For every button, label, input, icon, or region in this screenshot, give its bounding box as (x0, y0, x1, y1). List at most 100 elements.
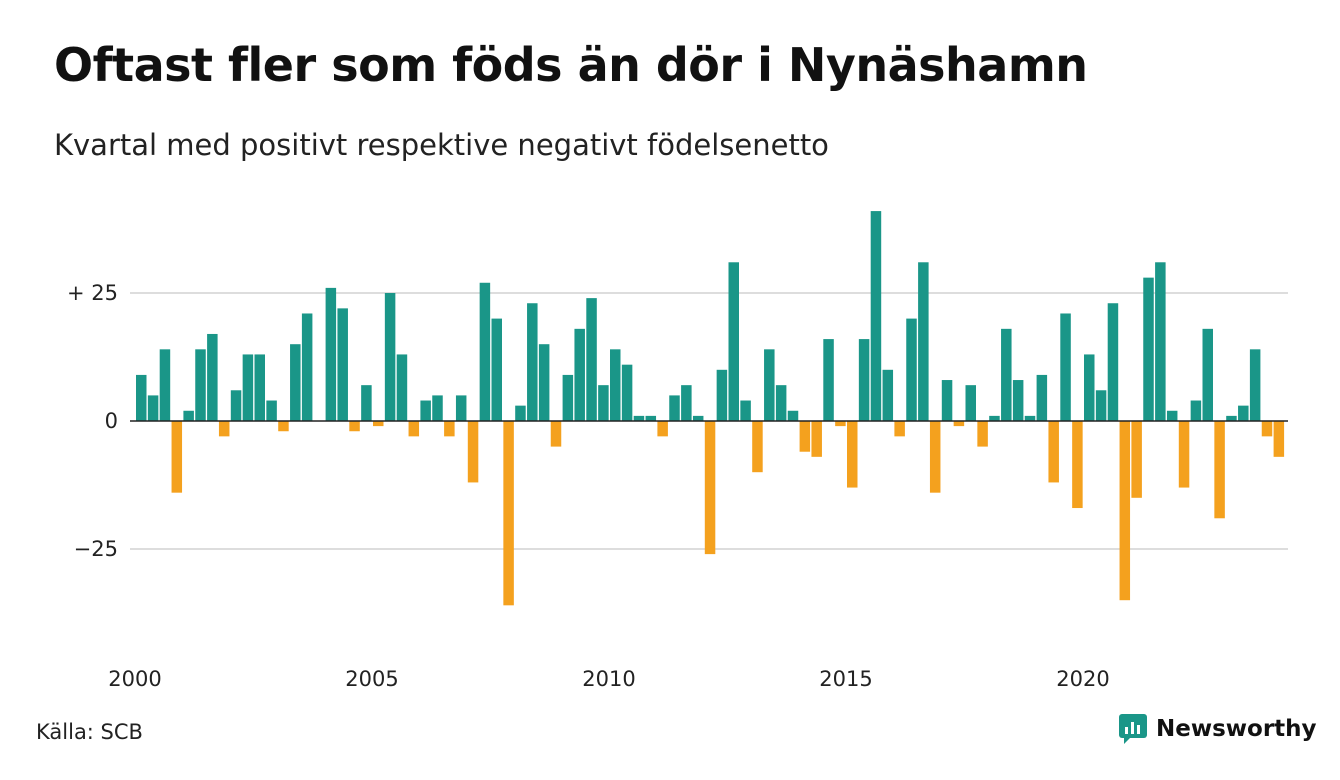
bar-negative (171, 421, 183, 493)
bar-positive (1143, 277, 1154, 421)
bar-negative (408, 421, 420, 437)
bar-positive (361, 385, 372, 421)
bar-positive (479, 282, 491, 421)
bar-positive (669, 395, 680, 421)
bar-positive (1249, 349, 1261, 421)
bar-positive (159, 349, 171, 421)
bar-positive (941, 380, 953, 421)
bar-positive (823, 339, 834, 421)
y-tick-label: 0 (105, 409, 118, 433)
bar-positive (858, 339, 870, 421)
bar-positive (384, 293, 396, 421)
bar-negative (550, 421, 562, 447)
x-tick-label: 2015 (819, 667, 872, 691)
bar-positive (325, 287, 337, 421)
bar-negative (799, 421, 811, 452)
bar-positive (515, 405, 526, 421)
bar-positive (195, 349, 206, 421)
bar-positive (989, 415, 1000, 421)
bar-negative (1072, 421, 1083, 509)
bar-positive (1095, 390, 1107, 421)
x-tick-label: 2000 (108, 667, 161, 691)
bar-negative (1131, 421, 1142, 498)
x-tick-label: 2010 (582, 667, 635, 691)
chart-subtitle: Kvartal med positivt respektive negativt… (54, 128, 829, 162)
bar-positive (1226, 415, 1237, 421)
newsworthy-logo-icon (1119, 714, 1147, 744)
bar-positive (586, 298, 597, 421)
bar-positive (136, 374, 147, 421)
bar-positive (538, 344, 550, 421)
bar-negative (278, 421, 289, 432)
bar-negative (977, 421, 988, 447)
bar-positive (183, 410, 194, 421)
bar-positive (1024, 415, 1036, 421)
bars (136, 211, 1285, 606)
bar-positive (491, 318, 502, 421)
bar-negative (847, 421, 858, 488)
bar-positive (1036, 374, 1048, 421)
bar-positive (1166, 410, 1178, 421)
bar-positive (692, 415, 704, 421)
bar-positive (337, 308, 348, 421)
bar-positive (574, 328, 585, 421)
y-tick-label: −25 (74, 537, 118, 561)
bar-negative (218, 421, 230, 437)
x-tick-label: 2020 (1056, 667, 1109, 691)
bar-negative (1178, 421, 1190, 488)
y-axis: + 25 0 −25 (67, 281, 118, 561)
bar-positive (918, 262, 929, 421)
bar-negative (373, 421, 384, 427)
bar-positive (147, 395, 159, 421)
bar-positive (562, 374, 574, 421)
bar-positive (610, 349, 621, 421)
bar-positive (1155, 262, 1166, 421)
bar-positive (740, 400, 751, 421)
x-axis: 2000 2005 2010 2015 2020 (108, 667, 1109, 691)
bar-negative (953, 421, 965, 427)
bar-negative (1119, 421, 1131, 601)
bar-positive (1202, 328, 1213, 421)
bar-positive (1060, 313, 1071, 421)
y-tick-label: + 25 (67, 281, 118, 305)
bar-negative (467, 421, 479, 483)
bar-positive (301, 313, 313, 421)
bar-negative (704, 421, 716, 555)
bar-positive (1190, 400, 1202, 421)
bar-negative (349, 421, 360, 432)
x-tick-label: 2005 (345, 667, 398, 691)
bar-positive (527, 303, 538, 421)
bar-positive (870, 211, 882, 421)
bar-positive (621, 364, 633, 421)
bar-positive (1001, 328, 1012, 421)
bar-positive (242, 354, 254, 421)
bar-positive (775, 385, 787, 421)
bar-positive (420, 400, 431, 421)
bar-positive (455, 395, 467, 421)
bar-negative (1273, 421, 1285, 457)
brand-logo: Newsworthy (1118, 713, 1317, 745)
bar-positive (1238, 405, 1249, 421)
bar-positive (1107, 303, 1119, 421)
bar-positive (290, 344, 301, 421)
bar-positive (396, 354, 408, 421)
bar-negative (444, 421, 455, 437)
brand-name: Newsworthy (1156, 716, 1317, 742)
bar-negative (894, 421, 905, 437)
bar-positive (598, 385, 609, 421)
bar-positive (906, 318, 917, 421)
bar-positive (787, 410, 799, 421)
bar-positive (716, 369, 728, 421)
bar-positive (728, 262, 739, 421)
bar-positive (681, 385, 692, 421)
bar-positive (882, 369, 894, 421)
bar-positive (633, 415, 645, 421)
bar-negative (1048, 421, 1059, 483)
bar-positive (207, 333, 218, 421)
bar-positive (965, 385, 976, 421)
bar-positive (764, 349, 775, 421)
bar-positive (432, 395, 443, 421)
bar-negative (657, 421, 668, 437)
bar-positive (1084, 354, 1095, 421)
